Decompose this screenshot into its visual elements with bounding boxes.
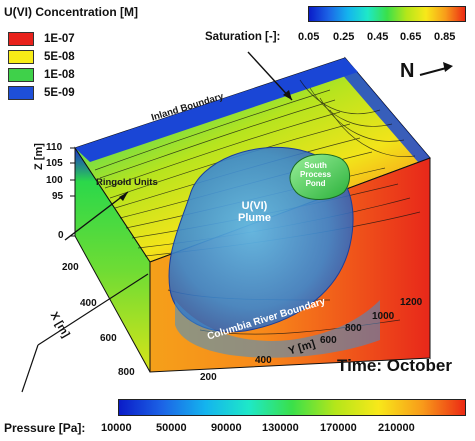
saturation-callout-line (247, 51, 293, 101)
concentration-legend-title: U(VI) Concentration [M] (4, 5, 138, 19)
saturation-tick: 0.85 (434, 31, 456, 43)
inland-boundary-stripe (75, 58, 358, 162)
south-process-pond (289, 153, 350, 200)
legend-swatch-5e-08 (8, 50, 34, 64)
pressure-tick: 170000 (320, 422, 357, 434)
z-tick: 95 (52, 191, 64, 202)
x-tick: 800 (118, 367, 135, 378)
pond-label-line: Pond (305, 179, 326, 188)
plume-label: U(VI) Plume (238, 200, 271, 224)
saturation-tick: 0.25 (333, 31, 355, 43)
saturation-tick: 0.05 (298, 31, 320, 43)
z-tick: 110 (46, 142, 63, 153)
time-label: Time: October (337, 356, 452, 375)
saturation-tick: 0.65 (400, 31, 422, 43)
legend-swatch-1e-08 (8, 68, 34, 82)
y-tick: 1200 (400, 297, 423, 308)
y-tick: 200 (200, 372, 217, 383)
ringold-callout-line (64, 191, 129, 241)
legend-label: 1E-08 (44, 69, 75, 81)
legend-swatch-1e-07 (8, 32, 34, 46)
plume-label-line: U(VI) (241, 200, 268, 212)
saturation-tick: 0.45 (367, 31, 389, 43)
z-axis-label: Z [m] (33, 143, 45, 170)
y-tick: 400 (255, 355, 272, 366)
pond-label-line: Process (300, 170, 332, 179)
legend-label: 5E-08 (44, 51, 75, 63)
z-tick: 100 (46, 175, 63, 186)
pond-label: South Process Pond (300, 161, 331, 188)
pressure-tick: 10000 (101, 422, 132, 434)
y-tick: 1000 (372, 311, 395, 322)
pressure-tick: 130000 (262, 422, 299, 434)
y-tick: 600 (320, 335, 337, 346)
x-tick: 400 (80, 298, 97, 309)
legend-label: 5E-09 (44, 87, 75, 99)
z-tick: 0 (58, 230, 64, 241)
y-tick: 800 (345, 323, 362, 334)
saturation-colorbar (308, 6, 466, 22)
ringold-units-label: Ringold Units (96, 177, 158, 188)
x-tick: 200 (62, 262, 79, 273)
pressure-tick: 50000 (156, 422, 187, 434)
z-tick: 105 (46, 158, 63, 169)
legend-swatch-5e-09 (8, 86, 34, 100)
plume-label-line: Plume (238, 212, 272, 224)
x-tick: 600 (100, 333, 117, 344)
pressure-callout-line (37, 273, 149, 346)
saturation-title: Saturation [-]: (205, 31, 281, 43)
legend-label: 1E-07 (44, 33, 75, 45)
pressure-title: Pressure [Pa]: (4, 421, 86, 435)
north-label: N (400, 60, 415, 82)
pressure-colorbar (118, 399, 466, 416)
pond-label-line: South (304, 161, 327, 170)
pressure-tick: 90000 (211, 422, 242, 434)
pressure-tick: 210000 (378, 422, 415, 434)
